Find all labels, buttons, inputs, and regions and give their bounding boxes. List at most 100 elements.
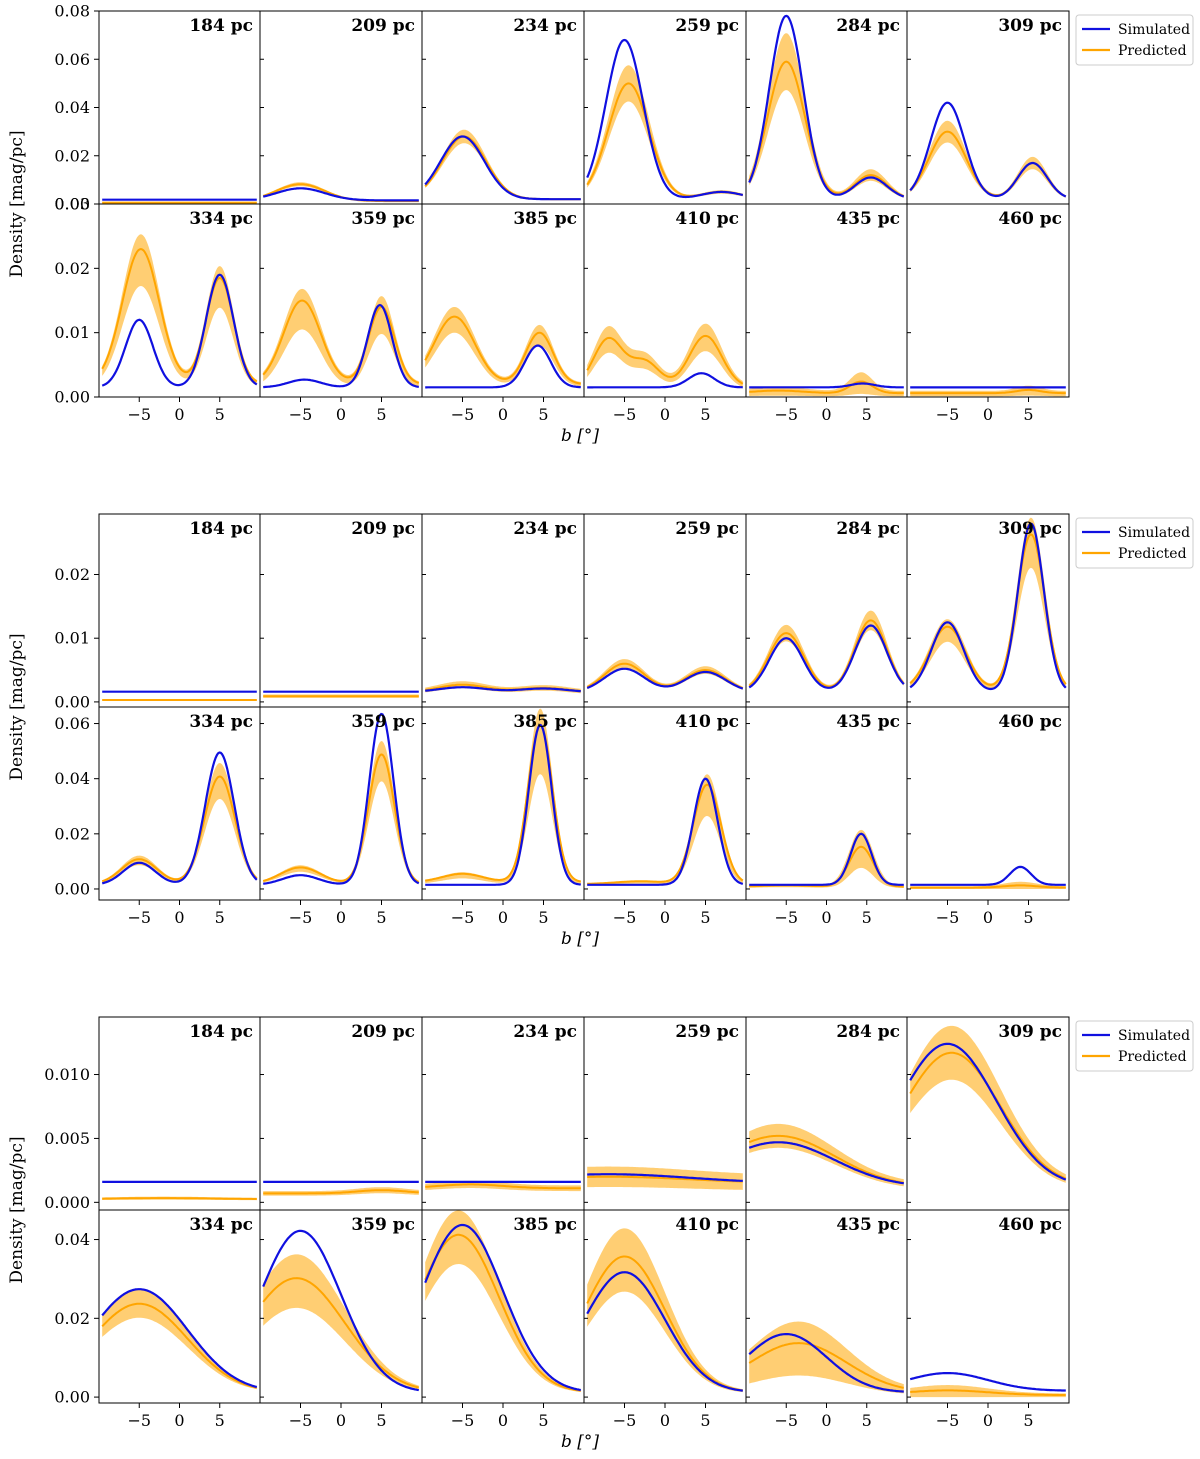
simulated-line (424, 1223, 581, 1392)
x-tick-label: 5 (538, 405, 548, 424)
panel-title: 435 pc (836, 712, 900, 732)
simulated-line (101, 751, 258, 885)
panel-frame (259, 203, 423, 398)
x-tick-label: −5 (451, 1411, 475, 1430)
y-tick-label: 0.06 (54, 714, 90, 733)
simulated-line (425, 686, 581, 693)
x-tick-label: −5 (289, 908, 313, 927)
simulated-line (748, 624, 905, 689)
panel: 259 pc (583, 1016, 747, 1211)
x-axis-label: b [°] (561, 426, 599, 446)
panel-frame (745, 513, 908, 708)
panel-title: 385 pc (513, 209, 577, 229)
y-tick-label: 0.01 (54, 323, 90, 342)
legend-frame (1075, 517, 1194, 569)
simulated-line (263, 303, 419, 389)
legend-simulated-label: Simulated (1118, 1028, 1190, 1044)
predicted-line (910, 388, 1066, 395)
panel-title: 359 pc (351, 712, 415, 732)
x-tick-label: 0 (660, 1411, 670, 1430)
panel: 309 pc (906, 1016, 1070, 1211)
panel: 234 pc (421, 513, 585, 708)
x-tick-label: 0 (821, 1411, 831, 1430)
simulated-line (586, 667, 744, 690)
predicted-line (586, 334, 744, 385)
simulated-line (909, 1372, 1066, 1392)
y-tick-label: 0.00 (54, 692, 90, 711)
panel-title: 359 pc (351, 209, 415, 229)
predicted-line (263, 1189, 419, 1195)
panel: −5 0 5 435 pc (745, 203, 908, 424)
x-tick-label: 0 (336, 1411, 346, 1430)
simulated-line (586, 1271, 743, 1392)
predicted-band (263, 741, 419, 884)
simulated-line (586, 38, 744, 199)
x-tick-label: 0 (660, 908, 670, 927)
panel: 309 pc (906, 513, 1070, 708)
panel: −5 0 5 359 pc (259, 203, 423, 424)
x-axis-label: b [°] (561, 929, 599, 949)
panel: 259 pc (583, 513, 747, 708)
simulated-line (424, 135, 581, 201)
panel-frame (745, 706, 908, 901)
x-tick-label: −5 (774, 405, 798, 424)
panel-title: 284 pc (836, 1022, 900, 1042)
panel-title: 259 pc (675, 519, 739, 539)
predicted-line (262, 183, 419, 203)
simulated-line (425, 723, 581, 886)
x-tick-label: 5 (215, 908, 225, 927)
predicted-band (587, 774, 743, 886)
predicted-line (425, 723, 582, 883)
x-tick-label: 5 (1023, 405, 1033, 424)
panel: −5 0 5 460 pc (906, 203, 1070, 424)
x-tick-label: −5 (613, 1411, 637, 1430)
legend-predicted-label: Predicted (1118, 43, 1187, 59)
panel: −5 0 5 435 pc (745, 706, 908, 927)
x-tick-label: 5 (700, 908, 710, 927)
x-tick-label: −5 (451, 405, 475, 424)
panel: −5 0 5 359 pc (259, 1209, 423, 1430)
panel: 284 pc (745, 1016, 908, 1211)
y-tick-label: 0.00 (54, 195, 90, 214)
x-tick-label: 5 (700, 1411, 710, 1430)
y-tick-label: 0.00 (54, 879, 90, 898)
predicted-band (749, 829, 904, 888)
predicted-band (425, 708, 581, 884)
panel-frame (259, 513, 423, 708)
panel-title: 334 pc (189, 712, 253, 732)
x-tick-label: 5 (215, 1411, 225, 1430)
panel-title: 184 pc (189, 16, 253, 36)
panel-title: 410 pc (675, 209, 739, 229)
panel: 0.00 0.02 0.04 0.06 0.08 184 pc (54, 2, 261, 214)
y-tick-label: 0.000 (44, 1193, 90, 1212)
legend: Simulated Predicted (1075, 517, 1194, 569)
y-axis-label: Density [mag/pc] (7, 633, 27, 780)
predicted-line (262, 299, 420, 384)
simulated-line (262, 187, 419, 202)
predicted-line (101, 775, 258, 883)
panel: 0.00 0.01 0.02 184 pc (54, 513, 261, 711)
panel: −5 0 5 410 pc (583, 1209, 747, 1430)
y-tick-label: 0.02 (54, 824, 90, 843)
x-tick-label: 0 (983, 908, 993, 927)
x-tick-label: −5 (936, 405, 960, 424)
panel-title: 309 pc (998, 1022, 1062, 1042)
simulated-line (748, 14, 905, 198)
panel-title: 259 pc (675, 1022, 739, 1042)
predicted-band (587, 323, 743, 387)
y-tick-label: 0.01 (54, 629, 90, 648)
panel-frame (259, 10, 423, 205)
x-tick-label: 5 (376, 1411, 386, 1430)
x-tick-label: 5 (538, 908, 548, 927)
panel-title: 209 pc (351, 519, 415, 539)
x-tick-label: −5 (936, 908, 960, 927)
panel-title: 259 pc (675, 16, 739, 36)
x-tick-label: 0 (821, 908, 831, 927)
predicted-band (102, 234, 257, 386)
x-tick-label: −5 (774, 1411, 798, 1430)
predicted-line (102, 1197, 257, 1200)
predicted-band (910, 1025, 1066, 1183)
panel-title: 184 pc (189, 519, 253, 539)
predicted-line (424, 315, 581, 385)
